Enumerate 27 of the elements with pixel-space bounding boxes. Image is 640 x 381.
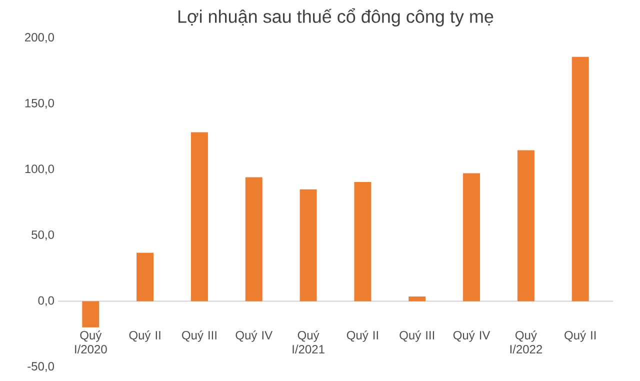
bar (463, 173, 480, 302)
y-tick-label: -50,0 (28, 362, 54, 372)
x-tick-label: Quý II (564, 330, 596, 342)
x-tick-label: Quý IV (236, 330, 272, 342)
bar (136, 252, 154, 302)
x-tick-label: Quý I/2020 (75, 330, 107, 354)
bar (517, 150, 534, 302)
bar (408, 296, 426, 302)
y-tick-label: 100,0 (25, 164, 54, 175)
y-tick-label: 0,0 (38, 296, 54, 306)
bar (572, 56, 589, 302)
bar (82, 301, 100, 328)
bar (354, 182, 372, 302)
y-tick-label: 50,0 (32, 230, 54, 240)
x-tick-label: Quý II (129, 330, 160, 342)
bar (245, 177, 262, 302)
x-tick-label: Quý III (400, 330, 434, 342)
x-tick-label: Quý III (182, 330, 216, 342)
x-tick-label: Quý I/2022 (510, 330, 542, 354)
y-tick-label: 200,0 (25, 33, 54, 43)
x-tick-label: Quý I/2021 (292, 330, 324, 354)
x-tick-label: Quý IV (453, 330, 490, 342)
x-tick-label: Quý II (346, 330, 378, 342)
y-tick-label: 150,0 (25, 98, 54, 109)
bar (190, 132, 208, 302)
chart-title: Lợi nhuận sau thuế cổ đông công ty mẹ (178, 8, 494, 26)
bar (300, 189, 317, 302)
